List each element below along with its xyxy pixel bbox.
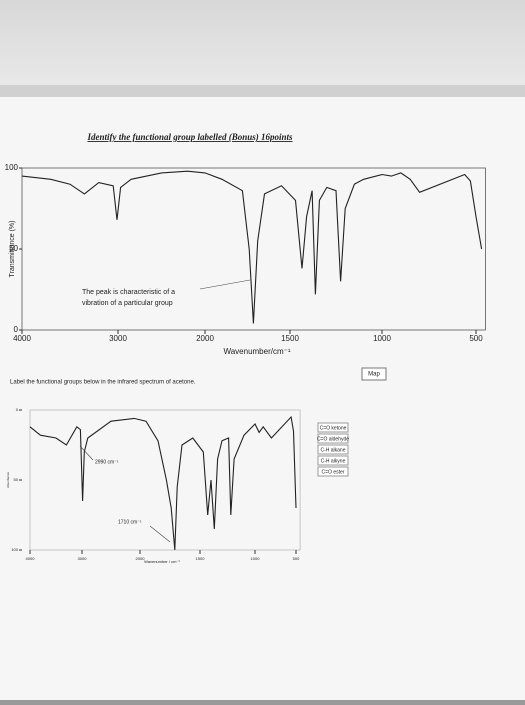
key-label: C-H alkyne — [321, 458, 346, 464]
y-tick-label: 100 — [11, 547, 18, 552]
x-tick-label: 1000 — [373, 334, 391, 343]
key-label: C=O ketone — [320, 425, 347, 431]
paper — [0, 85, 525, 700]
annotation-pointer — [79, 445, 94, 461]
map-button-label[interactable]: Map — [368, 372, 380, 378]
x-tick-label: 1500 — [196, 556, 206, 561]
x-tick-label: 4000 — [26, 556, 36, 561]
key-box — [317, 455, 349, 466]
x-tick-label: 500 — [469, 334, 483, 343]
x-axis-label: Wavenumber / cm⁻¹ — [144, 559, 180, 564]
key-label: C=O aldehyde — [317, 436, 349, 442]
spectrum-line — [21, 170, 483, 324]
y-axis-label: Absorbance — [6, 472, 10, 488]
y-tick-label: 0 — [16, 407, 19, 412]
annotation-pointer — [199, 279, 251, 290]
y-tick-label: 50 — [9, 244, 18, 253]
heading: Identify the functional group labelled (… — [86, 132, 293, 142]
x-tick-label: 1000 — [251, 556, 261, 561]
annotation: vibration of a particular group — [82, 300, 173, 307]
annotation-pointer — [149, 525, 171, 543]
annotation: 1710 cm⁻¹ — [118, 519, 142, 525]
y-tick-label: 50 — [14, 477, 19, 482]
background — [0, 0, 525, 85]
key-box — [317, 466, 349, 477]
x-tick-label: 1500 — [281, 334, 299, 343]
key-box — [317, 422, 349, 433]
plot-frame — [29, 409, 301, 551]
key-box — [317, 444, 349, 455]
annotation: 2990 cm⁻¹ — [95, 459, 119, 465]
y-axis-label: Transmittance (%) — [9, 221, 16, 278]
x-tick-label: 3000 — [109, 334, 127, 343]
key-box — [317, 433, 349, 444]
x-tick-label: 2000 — [136, 556, 146, 561]
x-tick-label: 500 — [293, 556, 300, 561]
key-label: C=O ester — [322, 469, 345, 475]
spectrum-line — [29, 415, 297, 551]
x-tick-label: 3000 — [78, 556, 88, 561]
y-tick-label: 0 — [14, 325, 19, 334]
key-label: C-H alkane — [320, 447, 345, 453]
paper-shadow — [0, 85, 525, 97]
annotation: The peak is characteristic of a — [82, 289, 175, 296]
prompt: Label the functional groups below in the… — [10, 380, 196, 386]
map-button[interactable] — [361, 367, 387, 381]
x-tick-label: 2000 — [196, 334, 214, 343]
x-axis-label: Wavenumber/cm⁻¹ — [223, 347, 290, 356]
y-tick-label: 100 — [5, 163, 19, 172]
x-tick-label: 4000 — [13, 334, 31, 343]
